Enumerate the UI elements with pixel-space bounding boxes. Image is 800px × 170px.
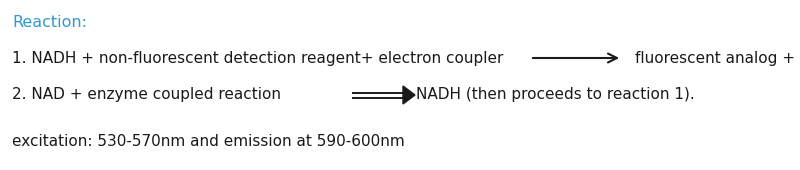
Text: excitation: 530-570nm and emission at 590-600nm: excitation: 530-570nm and emission at 59… <box>12 134 405 149</box>
Text: 2. NAD + enzyme coupled reaction: 2. NAD + enzyme coupled reaction <box>12 88 286 103</box>
Text: NADH (then proceeds to reaction 1).: NADH (then proceeds to reaction 1). <box>416 88 694 103</box>
Text: fluorescent analog + NAD: fluorescent analog + NAD <box>635 50 800 65</box>
Text: Reaction:: Reaction: <box>12 15 87 30</box>
Text: 1. NADH + non-fluorescent detection reagent+ electron coupler: 1. NADH + non-fluorescent detection reag… <box>12 50 503 65</box>
Polygon shape <box>403 86 415 104</box>
